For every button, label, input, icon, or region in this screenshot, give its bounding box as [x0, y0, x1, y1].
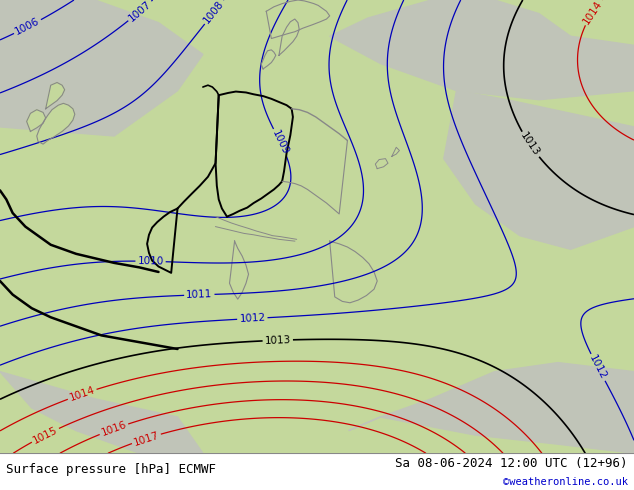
Text: 1013: 1013 — [519, 131, 541, 158]
Text: 1006: 1006 — [13, 16, 41, 37]
Polygon shape — [37, 103, 75, 144]
Text: 1011: 1011 — [186, 290, 212, 300]
Text: 1016: 1016 — [100, 420, 128, 438]
Text: 1014: 1014 — [581, 0, 604, 26]
Polygon shape — [230, 241, 249, 299]
Text: ©weatheronline.co.uk: ©weatheronline.co.uk — [503, 477, 628, 487]
Text: 1012: 1012 — [588, 353, 609, 381]
Polygon shape — [0, 371, 203, 453]
Text: Surface pressure [hPa] ECMWF: Surface pressure [hPa] ECMWF — [6, 463, 216, 476]
Text: 1015: 1015 — [31, 425, 60, 445]
Polygon shape — [279, 19, 299, 55]
Polygon shape — [46, 82, 65, 109]
Text: 1014: 1014 — [68, 385, 96, 403]
Polygon shape — [0, 0, 634, 453]
Polygon shape — [261, 50, 276, 69]
Polygon shape — [266, 0, 330, 39]
Polygon shape — [392, 147, 399, 156]
Text: 1017: 1017 — [133, 430, 160, 447]
Text: 1008: 1008 — [202, 0, 226, 25]
Text: 1010: 1010 — [138, 256, 164, 267]
Text: 1012: 1012 — [239, 313, 266, 324]
Polygon shape — [330, 0, 634, 99]
Polygon shape — [330, 241, 377, 303]
Polygon shape — [375, 159, 388, 169]
Polygon shape — [27, 110, 46, 131]
Text: Sa 08-06-2024 12:00 UTC (12+96): Sa 08-06-2024 12:00 UTC (12+96) — [395, 457, 628, 470]
Text: 1007: 1007 — [127, 0, 153, 24]
Polygon shape — [0, 0, 203, 136]
Polygon shape — [349, 363, 634, 453]
Polygon shape — [444, 91, 634, 249]
Text: 1013: 1013 — [264, 335, 291, 346]
Text: 1009: 1009 — [270, 128, 290, 156]
